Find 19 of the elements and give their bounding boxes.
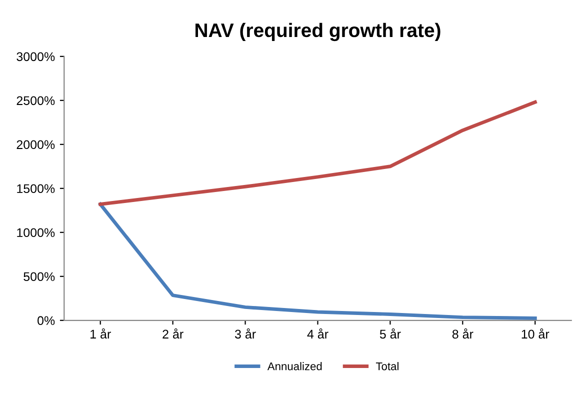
x-tick-label: 2 år (162, 328, 184, 339)
x-tick-label: 5 år (380, 328, 401, 339)
x-tick-label: 4 år (307, 328, 328, 339)
y-tick-label: 2000% (16, 140, 55, 150)
x-tick-label: 1 år (90, 328, 111, 339)
y-tick-label: 2500% (16, 96, 55, 106)
x-tick-label: 10 år (522, 328, 550, 339)
y-tick-label: 500% (24, 272, 55, 282)
x-tick-label: 8 år (452, 328, 474, 339)
y-tick-label: 3000% (16, 52, 55, 62)
x-tick-label: 3 år (234, 328, 256, 339)
y-tick-label: 1500% (17, 184, 55, 194)
line-series (98, 202, 537, 320)
legend-label: Annualized (267, 362, 322, 370)
line-series (98, 100, 537, 206)
y-tick-label: 0% (38, 316, 55, 326)
y-tick-label: 1000% (17, 228, 55, 238)
chart-title: NAV (required growth rate) (196, 22, 440, 42)
legend-label: Total (376, 362, 398, 370)
